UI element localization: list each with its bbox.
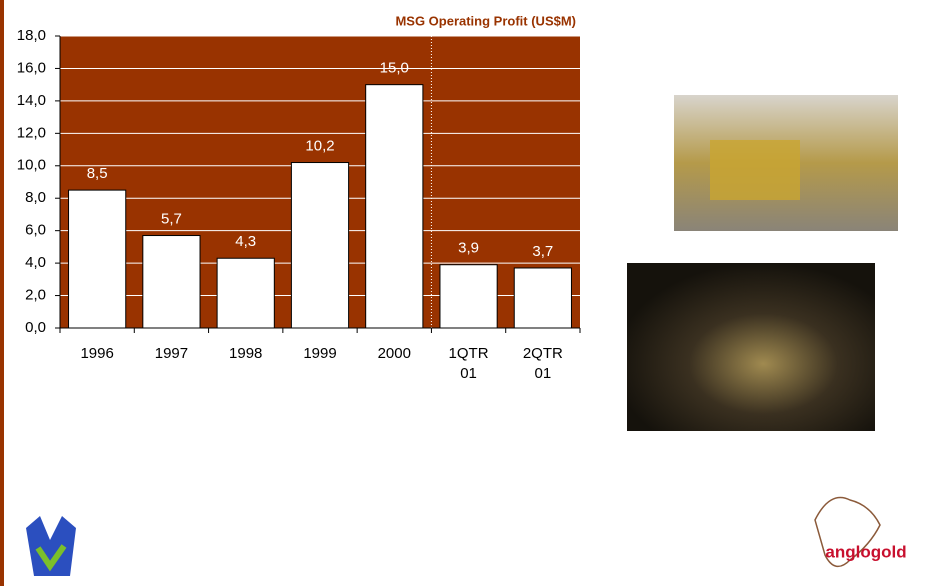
y-tick-label: 6,0 xyxy=(25,222,46,239)
x-tick-label: 1999 xyxy=(303,345,337,362)
data-label: 15,0 xyxy=(380,60,409,77)
msg-logo-check xyxy=(35,544,67,572)
data-label: 10,2 xyxy=(305,138,334,155)
data-label: 5,7 xyxy=(161,211,182,228)
y-tick-label: 16,0 xyxy=(17,59,46,76)
x-tick-label: 2QTR 01 xyxy=(522,345,563,382)
anglo-logo-map xyxy=(814,496,881,568)
y-tick-label: 18,0 xyxy=(17,27,46,44)
data-label: 8,5 xyxy=(87,165,108,182)
x-tick-label: 2000 xyxy=(377,345,411,362)
y-tick-label: 8,0 xyxy=(25,189,46,206)
chart-title: MSG Operating Profit (US$M) xyxy=(395,13,576,28)
bar xyxy=(513,267,572,329)
data-label: 3,7 xyxy=(532,243,553,260)
y-tick-label: 14,0 xyxy=(17,92,46,109)
y-tick-label: 0,0 xyxy=(25,319,46,336)
data-label: 3,9 xyxy=(458,240,479,257)
bar xyxy=(142,235,201,329)
left-strip xyxy=(0,0,4,586)
bar xyxy=(439,264,498,329)
y-tick-label: 12,0 xyxy=(17,124,46,141)
bar xyxy=(290,162,350,329)
msg-logo xyxy=(26,516,76,576)
photo-mine xyxy=(627,263,875,431)
y-tick-label: 4,0 xyxy=(25,254,46,271)
y-tick-label: 10,0 xyxy=(17,157,46,174)
x-tick-label: 1998 xyxy=(229,345,263,362)
x-tick-label: 1996 xyxy=(80,345,114,362)
brand-text: anglogold xyxy=(825,542,906,561)
x-tick-label: 1QTR 01 xyxy=(448,345,489,382)
truck-body xyxy=(710,140,800,200)
bar xyxy=(365,84,424,329)
bar xyxy=(216,257,275,329)
data-label: 4,3 xyxy=(235,233,256,250)
x-tick-label: 1997 xyxy=(154,345,189,362)
y-tick-label: 2,0 xyxy=(25,287,46,304)
bar xyxy=(68,189,127,329)
